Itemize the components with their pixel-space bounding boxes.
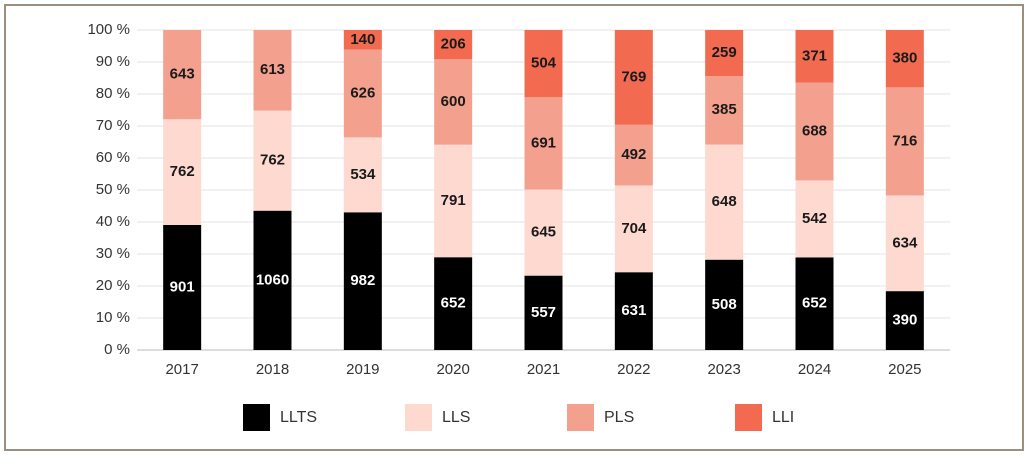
bar-segment: [614, 185, 653, 273]
bar-segment: [253, 210, 292, 350]
bar-segment: [524, 189, 563, 276]
data-label: 762: [170, 163, 195, 180]
bar-segment: [795, 82, 834, 181]
x-tick-label: 2023: [707, 361, 740, 378]
legend-label: PLS: [604, 409, 634, 426]
x-tick-label: 2017: [165, 361, 198, 378]
y-tick-label: 0 %: [104, 341, 130, 358]
bar-segment: [795, 257, 834, 350]
x-tick-label: 2025: [888, 361, 921, 378]
bar-segment: [614, 272, 653, 350]
data-label: 600: [441, 93, 466, 110]
bar-segment: [885, 87, 924, 196]
data-label: 634: [892, 234, 918, 251]
bar-segment: [253, 110, 292, 211]
bar-segment: [163, 30, 202, 120]
data-label: 626: [350, 84, 375, 101]
bar-segment: [343, 49, 382, 138]
data-label: 390: [892, 312, 917, 329]
bar-segment: [163, 119, 202, 225]
bar-segment: [343, 30, 382, 50]
y-tick-label: 40 %: [96, 213, 130, 230]
bar-segment: [614, 124, 653, 186]
data-label: 140: [350, 31, 375, 48]
legend-label: LLS: [442, 409, 470, 426]
bar-segment: [795, 180, 834, 258]
data-label: 648: [712, 193, 737, 210]
bar-segment: [253, 30, 292, 111]
bar-segment: [885, 291, 924, 350]
data-label: 791: [441, 192, 466, 209]
x-tick-label: 2024: [798, 361, 831, 378]
y-tick-label: 60 %: [96, 149, 130, 166]
bar-segment: [705, 76, 744, 145]
data-label: 385: [712, 101, 737, 118]
data-label: 652: [441, 295, 466, 312]
data-label: 380: [892, 50, 917, 67]
y-tick-label: 10 %: [96, 309, 130, 326]
data-label: 371: [802, 47, 827, 64]
data-label: 259: [712, 44, 737, 61]
data-label: 492: [621, 146, 646, 163]
data-label: 613: [260, 61, 285, 78]
data-label: 901: [170, 278, 195, 295]
bar-segment: [705, 144, 744, 260]
data-label: 716: [892, 132, 917, 149]
data-label: 691: [531, 134, 556, 151]
data-label: 557: [531, 304, 556, 321]
bar-segment: [795, 30, 834, 83]
y-tick-label: 90 %: [96, 53, 130, 70]
bar-segment: [343, 137, 382, 213]
data-label: 504: [531, 55, 557, 72]
legend-label: LLI: [772, 409, 794, 426]
data-label: 631: [621, 302, 646, 319]
legend-swatch: [567, 404, 594, 431]
legend-swatch: [243, 404, 270, 431]
bar-segment: [705, 259, 744, 350]
bar-segment: [434, 30, 473, 60]
data-label: 206: [441, 36, 466, 53]
bar-segment: [614, 30, 653, 125]
legend-label: LLTS: [280, 409, 317, 426]
legend-swatch: [735, 404, 762, 431]
bar-segment: [524, 97, 563, 190]
y-tick-label: 50 %: [96, 181, 130, 198]
data-label: 688: [802, 123, 827, 140]
y-tick-label: 80 %: [96, 85, 130, 102]
bar-segment: [434, 144, 473, 258]
data-label: 652: [802, 295, 827, 312]
data-label: 704: [621, 220, 647, 237]
x-tick-label: 2022: [617, 361, 650, 378]
bar-segment: [434, 59, 473, 145]
data-label: 982: [350, 272, 375, 289]
data-label: 769: [621, 68, 646, 85]
y-tick-label: 30 %: [96, 245, 130, 262]
bar-segment: [885, 30, 924, 88]
frame: [4, 4, 1024, 451]
x-tick-label: 2021: [527, 361, 560, 378]
bar-segment: [434, 257, 473, 350]
y-tick-label: 100 %: [87, 21, 130, 38]
x-tick-label: 2019: [346, 361, 379, 378]
data-label: 542: [802, 210, 827, 227]
bar-segment: [885, 195, 924, 292]
data-label: 643: [170, 66, 195, 83]
y-tick-label: 20 %: [96, 277, 130, 294]
data-label: 534: [350, 166, 376, 183]
y-tick-label: 70 %: [96, 117, 130, 134]
legend-swatch: [405, 404, 432, 431]
bar-segment: [343, 212, 382, 350]
data-label: 645: [531, 224, 556, 241]
bar-segment: [524, 30, 563, 98]
data-label: 1060: [256, 271, 289, 288]
bar-segment: [705, 30, 744, 77]
x-tick-label: 2020: [436, 361, 469, 378]
data-label: 762: [260, 152, 285, 169]
x-tick-label: 2018: [256, 361, 289, 378]
bar-segment: [163, 224, 202, 350]
data-label: 508: [712, 296, 737, 313]
bar-segment: [524, 275, 563, 350]
